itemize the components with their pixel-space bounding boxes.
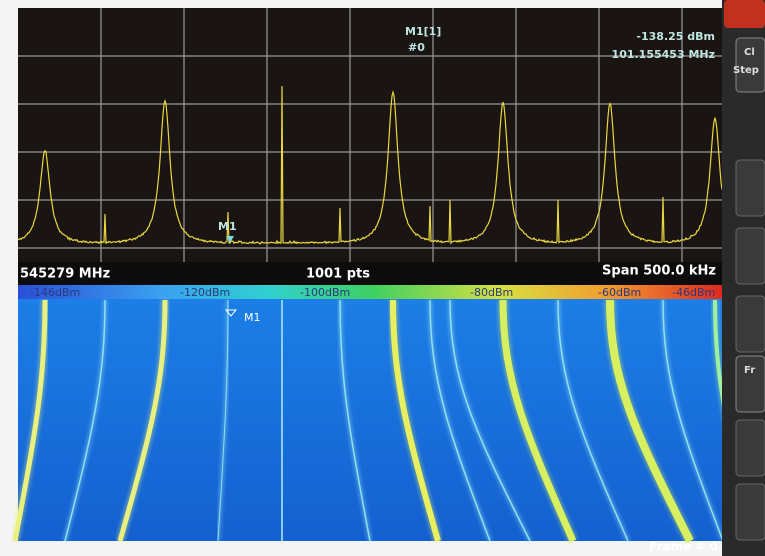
waterfall-marker-icon — [224, 309, 238, 317]
waterfall-line — [499, 299, 577, 543]
spectrum-trace — [17, 85, 723, 245]
side-button[interactable] — [735, 227, 765, 285]
side-button[interactable] — [735, 159, 765, 217]
waterfall-line — [339, 299, 371, 542]
color-bar-label: -60dBm — [598, 286, 641, 299]
waterfall-line — [390, 299, 441, 542]
color-bar-label: -146dBm — [30, 286, 80, 299]
color-bar-label: -80dBm — [470, 286, 513, 299]
points: 1001 pts — [306, 267, 370, 282]
side-button-label: Cl — [744, 47, 755, 58]
color-bar-label: -46dBm — [672, 286, 715, 299]
waterfall-line — [557, 299, 629, 542]
side-button-label: Fr — [744, 365, 755, 376]
side-button[interactable] — [735, 295, 765, 353]
waterfall-line — [429, 299, 491, 542]
side-button[interactable] — [735, 483, 765, 541]
waterfall-marker-label: M1 — [244, 311, 261, 324]
frame-label: Frame # 0 — [649, 540, 718, 554]
waterfall — [18, 299, 730, 541]
marker-frequency: 101.155453 MHz — [612, 48, 715, 61]
span: Span 500.0 kHz — [602, 264, 716, 279]
waterfall-line — [449, 299, 531, 542]
waterfall-line — [64, 299, 106, 542]
color-bar — [18, 285, 730, 299]
spectrum-grid — [18, 8, 722, 262]
color-bar-label: -100dBm — [300, 286, 350, 299]
side-button-label: Step — [733, 65, 759, 76]
waterfall-traces — [10, 299, 759, 544]
status-bar — [18, 262, 722, 285]
waterfall-line — [217, 299, 229, 542]
side-button[interactable] — [735, 37, 765, 93]
waterfall-line — [12, 299, 48, 542]
marker-icon — [226, 236, 234, 243]
waterfall-line — [117, 299, 168, 542]
marker-name: M1[1] — [405, 25, 441, 38]
center-frequency: 545279 MHz — [20, 267, 110, 282]
color-bar-label: -120dBm — [180, 286, 230, 299]
marker-label: M1 — [218, 220, 237, 233]
spectrum-pane — [18, 8, 722, 262]
side-button[interactable] — [724, 0, 765, 28]
waterfall-line — [606, 299, 694, 543]
marker-level: -138.25 dBm — [636, 30, 715, 43]
waterfall-line — [662, 299, 724, 542]
marker-index: #0 — [408, 41, 425, 54]
side-button[interactable] — [735, 355, 765, 413]
side-button[interactable] — [735, 419, 765, 477]
